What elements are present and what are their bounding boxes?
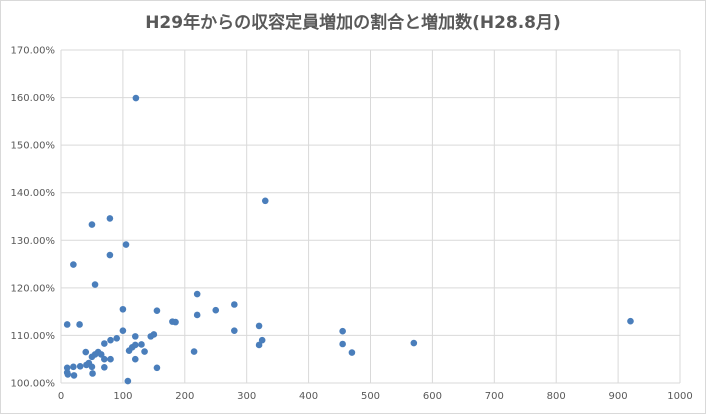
- data-point: [138, 341, 145, 348]
- data-point: [231, 301, 238, 308]
- x-tick-label: 400: [299, 391, 318, 402]
- data-point: [97, 351, 105, 358]
- data-point: [261, 197, 269, 205]
- data-point: [64, 371, 72, 378]
- data-point: [70, 261, 77, 268]
- data-point: [172, 318, 179, 326]
- data-point: [410, 339, 418, 347]
- data-point: [70, 372, 78, 379]
- y-tick-label: 160.00%: [11, 93, 56, 104]
- data-point: [88, 221, 96, 228]
- data-point: [119, 305, 127, 313]
- data-point: [106, 251, 114, 259]
- data-point: [124, 377, 132, 385]
- data-point: [193, 311, 201, 319]
- data-point: [348, 349, 356, 356]
- data-point: [131, 341, 139, 349]
- data-point: [101, 355, 108, 363]
- data-point: [255, 341, 263, 349]
- data-point: [339, 340, 346, 348]
- data-point: [132, 94, 140, 102]
- x-tick-label: 300: [237, 391, 256, 402]
- data-point: [258, 336, 266, 344]
- data-point: [212, 306, 220, 314]
- data-point: [131, 355, 139, 363]
- data-point: [339, 327, 346, 335]
- data-point: [76, 321, 83, 328]
- data-point: [101, 340, 108, 347]
- x-tick-label: 800: [547, 391, 566, 402]
- y-tick-label: 120.00%: [11, 283, 56, 294]
- data-point: [153, 307, 161, 314]
- data-point: [627, 317, 634, 325]
- data-point: [63, 321, 71, 328]
- data-point: [113, 334, 121, 342]
- data-point: [150, 331, 158, 338]
- data-point: [190, 348, 198, 355]
- data-point: [106, 215, 114, 222]
- data-point: [76, 363, 84, 370]
- x-tick-label: 600: [423, 391, 442, 402]
- data-point: [89, 370, 96, 377]
- y-tick-label: 170.00%: [11, 46, 56, 57]
- data-point: [119, 327, 127, 334]
- y-tick-label: 110.00%: [11, 331, 56, 342]
- x-tick-label: 1000: [667, 391, 692, 402]
- y-tick-label: 100.00%: [11, 379, 56, 390]
- chart-title: H29年からの収容定員増加の割合と増加数(H28.8月): [145, 13, 561, 33]
- x-tick-label: 900: [609, 391, 628, 402]
- x-tick-label: 200: [175, 391, 194, 402]
- data-point: [107, 336, 114, 344]
- data-point: [107, 355, 114, 363]
- data-point: [70, 363, 77, 371]
- data-point: [255, 322, 263, 330]
- data-point: [131, 333, 139, 340]
- y-tick-label: 130.00%: [11, 236, 56, 247]
- x-tick-label: 100: [113, 391, 132, 402]
- data-point: [141, 348, 148, 355]
- data-point: [63, 364, 71, 372]
- data-point: [153, 364, 161, 372]
- data-point: [122, 241, 130, 248]
- data-point: [101, 364, 108, 371]
- x-tick-label: 500: [361, 391, 380, 402]
- y-tick-label: 140.00%: [11, 188, 56, 199]
- data-point: [193, 290, 201, 298]
- x-tick-label: 0: [58, 391, 64, 402]
- data-point: [88, 363, 96, 371]
- data-point: [91, 281, 99, 288]
- data-point: [82, 348, 90, 356]
- y-tick-label: 150.00%: [11, 141, 56, 152]
- x-tick-label: 700: [485, 391, 504, 402]
- data-point: [231, 327, 238, 334]
